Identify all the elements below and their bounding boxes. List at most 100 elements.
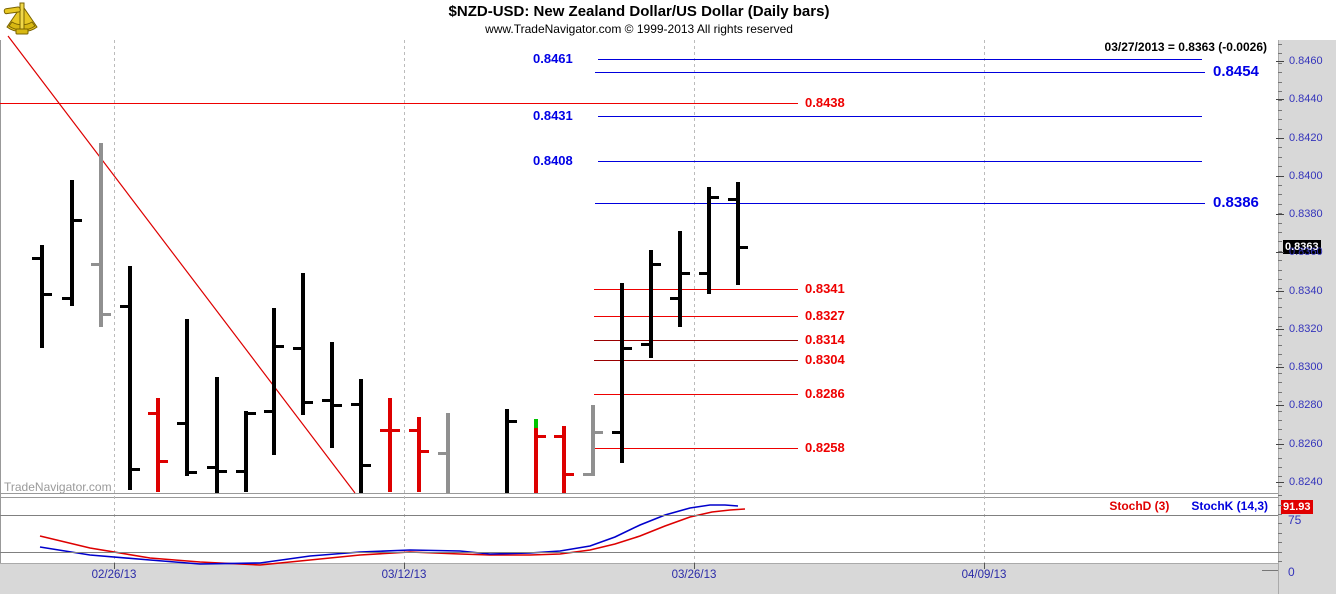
axis-minor-tick xyxy=(1278,72,1282,73)
ohlc-bar-body xyxy=(505,409,509,493)
axis-major-tick xyxy=(1276,61,1284,62)
axis-minor-tick xyxy=(1278,335,1282,336)
price-axis-label: 0.8260 xyxy=(1289,438,1323,450)
axis-major-tick xyxy=(1276,252,1284,253)
ohlc-close-tick xyxy=(275,345,284,348)
axis-minor-tick xyxy=(1278,44,1282,45)
date-tick xyxy=(114,563,115,569)
axis-minor-tick xyxy=(1278,411,1282,412)
ohlc-bar-body xyxy=(215,377,219,493)
axis-major-tick xyxy=(1276,176,1284,177)
price-level-label: 0.8431 xyxy=(533,108,573,123)
stoch-0-label: 0 xyxy=(1288,565,1295,579)
axis-minor-tick xyxy=(1278,552,1282,553)
axis-major-tick xyxy=(1276,405,1284,406)
ohlc-open-tick xyxy=(438,452,447,455)
ohlc-close-tick xyxy=(159,460,168,463)
axis-minor-tick xyxy=(1278,448,1282,449)
price-level-line xyxy=(594,394,798,395)
ohlc-open-tick xyxy=(120,305,129,308)
price-level-label: 0.8386 xyxy=(1213,194,1259,211)
ohlc-close-tick xyxy=(391,429,400,432)
axis-minor-tick xyxy=(1278,523,1282,524)
axis-minor-tick xyxy=(1278,373,1282,374)
price-axis-label: 0.8300 xyxy=(1289,361,1323,373)
ohlc-open-tick xyxy=(207,466,216,469)
price-axis-label: 0.8280 xyxy=(1289,399,1323,411)
price-axis-label: 0.8380 xyxy=(1289,208,1323,220)
price-level-label: 0.8341 xyxy=(805,281,845,296)
axis-minor-tick xyxy=(1278,129,1282,130)
axis-minor-tick xyxy=(1278,505,1282,506)
price-level-label: 0.8461 xyxy=(533,51,573,66)
axis-major-tick xyxy=(1276,138,1284,139)
axis-minor-tick xyxy=(1278,166,1282,167)
date-axis-strip xyxy=(0,563,1278,594)
ohlc-close-tick xyxy=(131,468,140,471)
axis-minor-tick xyxy=(1278,204,1282,205)
axis-minor-tick xyxy=(1278,251,1282,252)
ohlc-open-tick xyxy=(91,263,100,266)
axis-minor-tick xyxy=(1278,429,1282,430)
price-level-line xyxy=(598,161,1202,162)
price-level-line xyxy=(598,59,1202,60)
axis-minor-tick xyxy=(1278,307,1282,308)
axis-minor-tick xyxy=(1278,119,1282,120)
axis-major-tick xyxy=(1276,214,1284,215)
axis-minor-tick xyxy=(1278,467,1282,468)
ohlc-close-tick xyxy=(623,347,632,350)
axis-minor-tick xyxy=(1278,345,1282,346)
price-level-line xyxy=(594,316,798,317)
price-level-line xyxy=(594,360,798,361)
axis-minor-tick xyxy=(1278,495,1282,496)
axis-minor-tick xyxy=(1278,223,1282,224)
price-level-line xyxy=(0,103,798,104)
ohlc-bar-body xyxy=(301,273,305,415)
ohlc-bar-body xyxy=(70,180,74,306)
ohlc-open-tick xyxy=(409,429,418,432)
ohlc-close-tick xyxy=(710,196,719,199)
axis-minor-tick xyxy=(1278,382,1282,383)
chart-subtitle: www.TradeNavigator.com © 1999-2013 All r… xyxy=(485,22,793,36)
ohlc-open-tick xyxy=(62,297,71,300)
ohlc-bar-body xyxy=(446,413,450,493)
price-level-label: 0.8314 xyxy=(805,332,845,347)
ohlc-bar-body xyxy=(591,405,595,476)
vertical-gridline xyxy=(404,40,405,563)
watermark: TradeNavigator.com xyxy=(4,480,112,494)
stoch-value-badge: 91.93 xyxy=(1281,500,1313,514)
ohlc-bar-body xyxy=(562,426,566,493)
price-level-line xyxy=(594,448,798,449)
axis-major-tick xyxy=(1276,99,1284,100)
price-level-line xyxy=(594,289,798,290)
axis-minor-tick xyxy=(1278,288,1282,289)
price-axis-label: 0.8440 xyxy=(1289,93,1323,105)
ohlc-close-tick xyxy=(681,272,690,275)
axis-minor-tick xyxy=(1278,401,1282,402)
price-level-line xyxy=(594,340,798,341)
chart-title: $NZD-USD: New Zealand Dollar/US Dollar (… xyxy=(448,3,830,20)
plot-left-border xyxy=(0,40,1,563)
price-level-label: 0.8438 xyxy=(805,95,845,110)
axis-minor-tick xyxy=(1278,364,1282,365)
axis-minor-tick xyxy=(1278,63,1282,64)
stoch-gridline xyxy=(0,552,1278,553)
ohlc-close-tick xyxy=(537,435,546,438)
ohlc-open-tick xyxy=(380,429,389,432)
price-level-line xyxy=(595,203,1205,204)
price-axis-label: 0.8420 xyxy=(1289,132,1323,144)
price-level-label: 0.8258 xyxy=(805,440,845,455)
ohlc-close-tick xyxy=(739,246,748,249)
ohlc-close-tick xyxy=(594,431,603,434)
stoch-series-d xyxy=(39,508,746,566)
axis-minor-tick xyxy=(1278,232,1282,233)
ohlc-bar-body xyxy=(649,250,653,358)
ohlc-close-tick xyxy=(333,404,342,407)
ohlc-bar-body xyxy=(185,319,189,476)
axis-minor-tick xyxy=(1278,241,1282,242)
last-quote-readout: 03/27/2013 = 0.8363 (-0.0026) xyxy=(1104,40,1267,54)
ohlc-close-tick xyxy=(420,450,429,453)
axis-minor-tick xyxy=(1278,91,1282,92)
ohlc-close-tick xyxy=(247,412,256,415)
